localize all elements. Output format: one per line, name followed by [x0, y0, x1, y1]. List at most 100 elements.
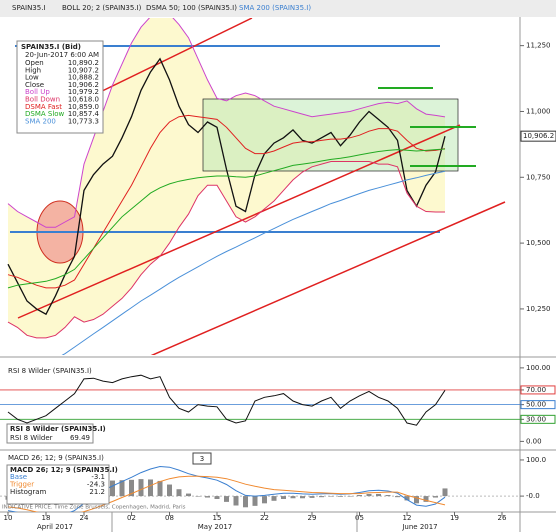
info-box-frame [16, 40, 104, 134]
axes: 10,250 10,500 10,750 11,000 11,250 0.00 30.00 5… [4, 42, 556, 532]
y-tick-label: 11,000 [526, 107, 551, 115]
x-tick-label: 29 [308, 514, 317, 522]
histogram-bar [366, 493, 372, 497]
histogram-bar [423, 496, 429, 502]
histogram-bar [300, 496, 305, 499]
panel-title[interactable]: MACD 26; 12; 9 (SPAIN35.I) [8, 454, 104, 462]
toolbar-item[interactable]: SPAIN35.I [12, 4, 46, 12]
legend-value: -24.3 [87, 481, 105, 489]
histogram-bar [119, 480, 125, 497]
legend-value: 21.2 [89, 488, 105, 496]
y-tick-label: 0.00 [526, 437, 542, 445]
y-tick-label: 50.00 [526, 401, 546, 409]
annotation-box[interactable] [192, 452, 212, 465]
legend-entry: Boll Down [25, 96, 60, 104]
price-marker [520, 130, 556, 142]
x-tick-label: 10 [4, 514, 13, 522]
series-layer [7, 18, 446, 355]
drawing-line [17, 124, 461, 319]
y-tick-label: 11,250 [526, 42, 551, 50]
band-area [8, 18, 445, 338]
legend-entry: Trigger [9, 481, 34, 489]
x-tick-label: 26 [498, 514, 507, 522]
histogram-bar [224, 496, 229, 502]
x-tick-label: 15 [213, 514, 222, 522]
y-tick-label: 70.00 [526, 386, 546, 394]
histogram-bar [186, 493, 191, 497]
legend-entry: Base [10, 473, 27, 481]
histogram-bar [357, 495, 362, 497]
info-value: 10,888.2 [68, 74, 99, 82]
y-tick-label: 100.0 [526, 456, 546, 464]
histogram-bar [309, 496, 315, 498]
legend-box [6, 423, 94, 444]
info-title: SPAIN35.I (Bid) [21, 43, 81, 51]
y-tick-label: 10,500 [526, 239, 551, 247]
price-plot [7, 18, 506, 355]
toolbar-item[interactable]: BOLL 20; 2 (SPAIN35.I) [62, 4, 142, 12]
legend-entry: Boll Up [25, 88, 50, 96]
histogram-bar [233, 496, 239, 506]
histogram-bar [290, 496, 296, 499]
histogram-bar [252, 496, 258, 506]
legend-value: 10,618.0 [68, 96, 99, 104]
series-line [7, 475, 446, 512]
month-label: June 2017 [401, 523, 437, 531]
x-tick-label: 02 [127, 514, 136, 522]
series-line [7, 161, 445, 339]
x-tick-label: 19 [450, 514, 459, 522]
histogram-bar [110, 480, 115, 497]
drawing-rectangle [202, 98, 459, 172]
legend-value: 10,773.3 [68, 117, 99, 125]
y-tick-label: 10,750 [526, 173, 551, 181]
histogram-bar [376, 493, 381, 497]
histogram-bar [148, 479, 153, 497]
price-marker-label: 10,906.2 [523, 132, 554, 140]
annotation[interactable]: 3 [200, 455, 204, 463]
legend-entry: SMA 200 [25, 117, 56, 125]
info-label: Open [25, 59, 44, 67]
legend-value: -3.1 [91, 473, 105, 481]
histogram-bar [271, 496, 277, 501]
histogram-bar [347, 496, 353, 497]
legend-entry: DSMA Slow [25, 110, 65, 118]
legend-value: 10,906.2 [68, 81, 99, 89]
level-marker [520, 414, 556, 424]
band-layer [8, 18, 445, 338]
histogram-bar [243, 496, 248, 508]
info-box: SPAIN35.I (Bid) 20-Jun-2017 6:00 AM [16, 40, 104, 134]
y-tick-label: 100.00 [526, 364, 551, 372]
x-tick-label: 05 [355, 514, 364, 522]
histogram-bar [319, 496, 324, 498]
panel-title[interactable]: RSI 8 Wilder (SPAIN35.I) [8, 367, 92, 375]
legend-entry: RSI 8 Wilder [10, 434, 53, 442]
histogram-bar [129, 479, 134, 497]
histogram-bar [404, 496, 410, 501]
histogram-bar [195, 496, 201, 497]
legend-title: RSI 8 Wilder (SPAIN35.I) [10, 425, 106, 433]
series-line [7, 374, 446, 426]
histogram-bar [281, 496, 286, 499]
x-tick-label: 24 [80, 514, 89, 522]
toolbar-item[interactable]: DSMA 50; 100 (SPAIN35.I) [146, 4, 237, 12]
histogram-bar [414, 496, 419, 504]
histogram-bar [167, 484, 172, 497]
legend-value: 10,859.0 [68, 103, 99, 111]
histogram-bar [176, 489, 182, 497]
legend-value: 69.49 [70, 434, 90, 442]
histogram-bar [338, 496, 343, 497]
legend-entry: Histogram [10, 488, 46, 496]
histogram-bar [385, 495, 391, 497]
histogram-bar [138, 479, 144, 497]
y-tick-label: 30.00 [526, 415, 546, 423]
legend-value: 10,979.2 [68, 88, 99, 96]
level-marker [520, 400, 556, 410]
legend-value: 10,857.4 [68, 110, 100, 118]
level-marker [520, 385, 556, 395]
info-date: 20-Jun-2017 6:00 AM [25, 51, 99, 59]
month-label: May 2017 [198, 523, 233, 531]
series-line [7, 18, 446, 228]
histogram-bar [262, 496, 267, 504]
toolbar-item[interactable]: SMA 200 (SPAIN35.I) [239, 4, 311, 12]
